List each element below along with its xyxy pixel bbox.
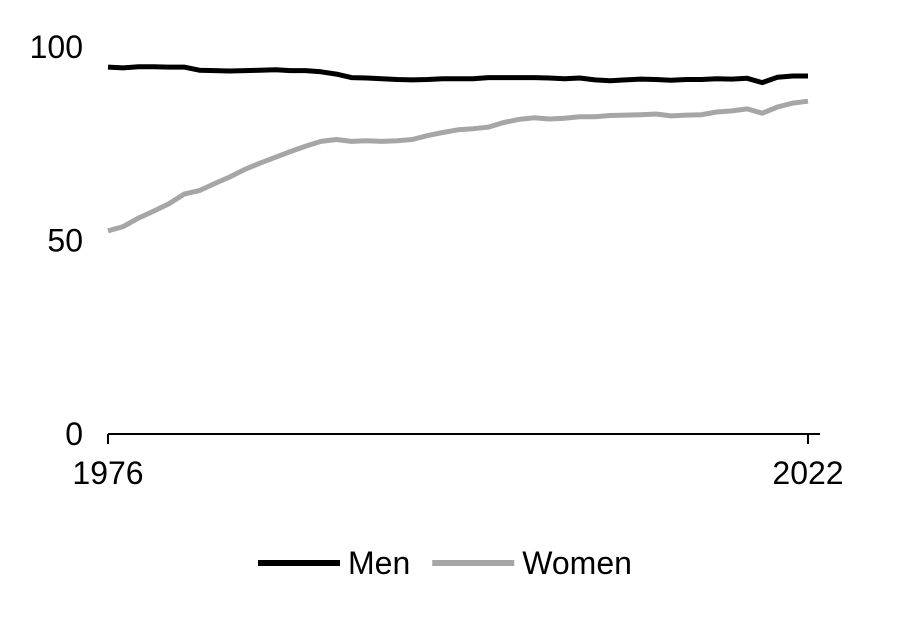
legend: Men Women xyxy=(258,545,632,581)
legend-label-men: Men xyxy=(348,545,410,581)
series-line-women xyxy=(107,98,809,234)
y-tick-label: 0 xyxy=(65,416,83,452)
x-tick-label: 2022 xyxy=(772,455,843,491)
series-line-men xyxy=(107,64,808,86)
series-lines xyxy=(107,64,809,234)
y-tick-label: 100 xyxy=(30,29,83,65)
axes: 1976 2022 0 50 100 xyxy=(30,29,844,491)
x-tick-label: 1976 xyxy=(72,455,143,491)
y-tick-label: 50 xyxy=(47,223,83,259)
legend-label-women: Women xyxy=(522,545,632,581)
